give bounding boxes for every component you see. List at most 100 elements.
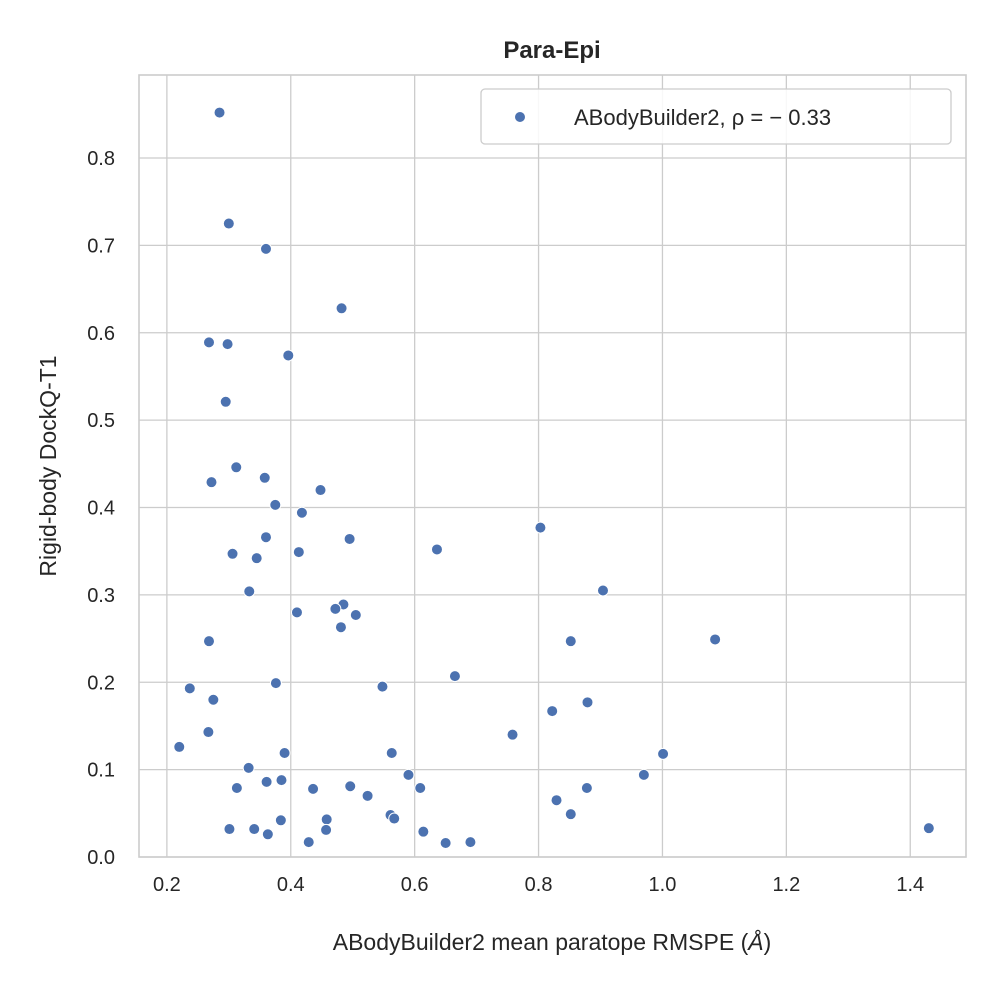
- data-point: [258, 471, 271, 484]
- legend-box: [480, 88, 952, 145]
- data-point: [269, 677, 282, 690]
- data-point: [320, 823, 333, 836]
- data-point: [376, 680, 389, 693]
- data-point: [550, 794, 563, 807]
- y-tick-label: 0.7: [87, 235, 115, 257]
- x-axis-label-close: ): [764, 929, 772, 955]
- data-point: [183, 682, 196, 695]
- x-tick-label: 1.4: [896, 874, 924, 896]
- data-point: [219, 395, 232, 408]
- data-point: [343, 532, 356, 545]
- data-point: [226, 547, 239, 560]
- data-point: [637, 768, 650, 781]
- data-point: [221, 338, 234, 351]
- data-point: [402, 768, 415, 781]
- legend-label: ABodyBuilder2, ρ = − 0.33: [574, 105, 831, 130]
- data-point: [223, 823, 236, 836]
- data-point: [534, 521, 547, 534]
- chart-title: Para-Epi: [503, 37, 600, 64]
- data-point: [430, 543, 443, 556]
- y-tick-label: 0.0: [87, 847, 115, 869]
- data-point: [282, 349, 295, 362]
- data-point: [349, 608, 362, 621]
- x-axis-label-unit: Å: [746, 928, 763, 955]
- y-tick-label: 0.3: [87, 585, 115, 607]
- data-point: [290, 606, 303, 619]
- data-point: [546, 705, 559, 718]
- x-tick-label: 0.2: [153, 874, 181, 896]
- y-tick-label: 0.6: [87, 323, 115, 345]
- data-point: [260, 775, 273, 788]
- data-point: [250, 552, 263, 565]
- data-point: [329, 602, 342, 615]
- data-point: [464, 836, 477, 849]
- data-point: [203, 635, 216, 648]
- data-point: [344, 780, 357, 793]
- data-point: [302, 836, 315, 849]
- data-point: [205, 476, 218, 489]
- x-tick-label: 1.2: [772, 874, 800, 896]
- y-tick-label: 0.2: [87, 672, 115, 694]
- x-tick-label: 0.6: [401, 874, 429, 896]
- data-point: [335, 302, 348, 315]
- grid: [139, 75, 966, 858]
- data-point: [295, 506, 308, 519]
- data-point: [417, 825, 430, 838]
- data-point: [203, 336, 216, 349]
- data-point: [243, 585, 256, 598]
- data-point: [580, 781, 593, 794]
- data-point: [213, 106, 226, 119]
- x-axis-label: ABodyBuilder2 mean paratope RMSPE (Å): [333, 928, 772, 955]
- data-point: [439, 837, 452, 850]
- data-point: [361, 789, 374, 802]
- data-point: [275, 774, 288, 787]
- x-tick-label: 0.4: [277, 874, 305, 896]
- data-point: [581, 696, 594, 709]
- data-point: [564, 808, 577, 821]
- data-point: [248, 823, 261, 836]
- data-point: [564, 635, 577, 648]
- data-point: [314, 484, 327, 497]
- y-tick-label: 0.4: [87, 498, 115, 520]
- data-point: [259, 531, 272, 544]
- data-point: [202, 726, 215, 739]
- data-point: [334, 621, 347, 634]
- data-point: [922, 822, 935, 835]
- data-point: [657, 747, 670, 760]
- data-point: [259, 242, 272, 255]
- legend: ABodyBuilder2, ρ = − 0.33: [480, 88, 952, 145]
- data-point: [222, 217, 235, 230]
- x-axis-label-text: ABodyBuilder2 mean paratope RMSPE (: [333, 929, 749, 955]
- data-point: [709, 633, 722, 646]
- data-point: [414, 781, 427, 794]
- data-point: [307, 782, 320, 795]
- data-point: [230, 461, 243, 474]
- data-point: [230, 781, 243, 794]
- y-tick-label: 0.8: [87, 148, 115, 170]
- data-point: [274, 814, 287, 827]
- x-tick-label: 0.8: [525, 874, 553, 896]
- data-point: [207, 693, 220, 706]
- data-point: [388, 812, 401, 825]
- data-point: [269, 498, 282, 511]
- points-layer: [173, 106, 935, 850]
- data-point: [596, 584, 609, 597]
- tick-labels: 0.2 0.4 0.6 0.8 1.0 1.2 1.4 0.0 0.1 0.2 0.3 0.4 0.5 0…: [87, 148, 924, 896]
- y-axis-label: Rigid-body DockQ-T1: [35, 355, 61, 576]
- data-point: [385, 747, 398, 760]
- data-point: [320, 813, 333, 826]
- data-point: [242, 761, 255, 774]
- data-point: [173, 740, 186, 753]
- y-tick-label: 0.1: [87, 760, 115, 782]
- data-point: [292, 546, 305, 559]
- data-point: [448, 670, 461, 683]
- x-tick-label: 1.0: [649, 874, 677, 896]
- plot-frame: [138, 74, 967, 858]
- legend-marker: [514, 111, 526, 123]
- data-point: [506, 728, 519, 741]
- data-point: [261, 828, 274, 841]
- data-point: [278, 747, 291, 760]
- y-tick-label: 0.5: [87, 410, 115, 432]
